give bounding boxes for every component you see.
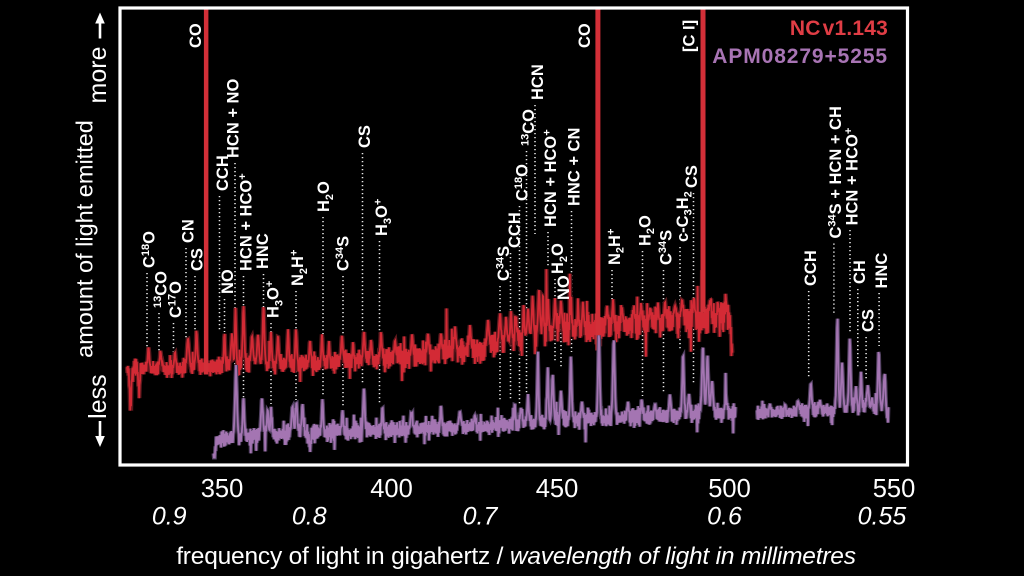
svg-text:NCv1.143: NCv1.143	[790, 17, 888, 40]
svg-text:450: 450	[536, 475, 579, 503]
svg-text:CCH: CCH	[214, 155, 232, 191]
svg-text:C34S: C34S	[495, 246, 514, 281]
svg-text:0.8: 0.8	[292, 503, 327, 531]
svg-text:CS: CS	[859, 309, 877, 332]
svg-text:550: 550	[873, 475, 916, 503]
svg-text:CCH: CCH	[802, 250, 820, 286]
svg-text:13CO: 13CO	[520, 109, 539, 146]
svg-text:more: more	[84, 47, 112, 104]
svg-text:N2H+: N2H+	[605, 229, 626, 265]
svg-text:C18O: C18O	[513, 164, 532, 201]
svg-text:HNC: HNC	[254, 233, 272, 269]
svg-text:CN: CN	[180, 219, 198, 243]
svg-text:13CO: 13CO	[152, 271, 171, 308]
svg-text:HCN + HCO+: HCN + HCO+	[542, 129, 561, 227]
svg-text:0.7: 0.7	[463, 503, 499, 531]
svg-text:400: 400	[370, 475, 413, 503]
svg-text:H2O: H2O	[549, 243, 570, 274]
svg-text:HCN + HCO+: HCN + HCO+	[237, 173, 256, 271]
svg-text:0.9: 0.9	[152, 503, 187, 531]
svg-text:CO: CO	[576, 23, 594, 48]
svg-text:H3O+: H3O+	[264, 281, 285, 318]
svg-text:C34S: C34S	[334, 236, 353, 271]
svg-text:HCN + NO: HCN + NO	[225, 79, 243, 158]
svg-text:350: 350	[201, 475, 244, 503]
svg-text:NO: NO	[555, 275, 573, 300]
svg-text:C18O: C18O	[140, 231, 159, 268]
svg-text:500: 500	[708, 475, 751, 503]
svg-text:C34S + HCN + CH: C34S + HCN + CH	[827, 106, 846, 238]
svg-text:C34S: C34S	[657, 230, 676, 265]
svg-text:amount of light emitted: amount of light emitted	[72, 120, 98, 358]
svg-text:CS: CS	[356, 125, 374, 148]
svg-text:APM08279+5255: APM08279+5255	[712, 45, 888, 68]
svg-text:CS: CS	[683, 165, 701, 188]
svg-text:CO: CO	[187, 23, 205, 48]
svg-text:0.55: 0.55	[858, 503, 907, 531]
svg-text:HCN + HCO+: HCN + HCO+	[843, 128, 862, 226]
svg-text:N2H+: N2H+	[289, 250, 310, 286]
svg-text:H3O+: H3O+	[373, 199, 394, 236]
svg-text:NO: NO	[219, 269, 237, 294]
svg-text:CCH: CCH	[506, 212, 524, 248]
svg-text:H2O: H2O	[636, 215, 657, 246]
svg-text:frequency of light in gigahert: frequency of light in gigahertz / wavele…	[176, 543, 856, 570]
svg-text:CH: CH	[851, 260, 869, 284]
svg-text:0.6: 0.6	[707, 503, 742, 531]
svg-text:less: less	[84, 374, 112, 418]
svg-text:c-C3H2: c-C3H2	[674, 191, 695, 242]
svg-text:HNC + CN: HNC + CN	[566, 128, 584, 206]
svg-text:H2O: H2O	[315, 181, 336, 212]
svg-text:CS: CS	[189, 248, 207, 271]
svg-text:HCN: HCN	[529, 64, 547, 100]
svg-text:[C I]: [C I]	[681, 20, 699, 52]
svg-text:HNC: HNC	[873, 253, 891, 289]
svg-text:C17O: C17O	[167, 281, 186, 318]
